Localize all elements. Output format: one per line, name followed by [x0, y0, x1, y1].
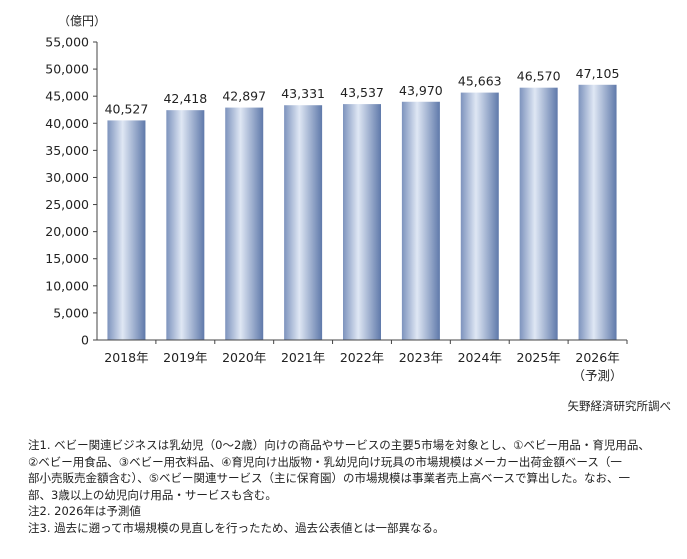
x-tick-label: 2026年 — [575, 350, 619, 365]
bar-value-label: 43,970 — [399, 83, 443, 98]
bar-value-label: 46,570 — [517, 69, 561, 84]
note-1: 注1. ベビー関連ビジネスは乳幼児（0〜2歳）向けの商品やサービスの主要5市場を… — [28, 437, 678, 503]
bars-group: 40,527 42,418 42,897 43,331 43,537 43,970 45,6… — [105, 66, 620, 341]
bar — [343, 104, 381, 341]
bar — [460, 92, 499, 340]
y-axis: 0 5,000 10,000 15,000 20,000 25,000 30,000 35,0… — [45, 35, 98, 348]
note-1-line: ②ベビー用食品、③ベビー用衣料品、④育児向け出版物・乳幼児向け玩具の市場規模はメ… — [28, 454, 622, 469]
x-axis: 2018年 2019年 2020年 2021年 2022年 2023年 2024年 2025年… — [97, 339, 628, 383]
bar-chart: （億円） 0 5,000 10,000 15,000 20,000 25,000 30,00… — [45, 14, 628, 383]
y-tick-label: 20,000 — [45, 224, 89, 239]
bar — [519, 87, 558, 341]
bar-value-label: 45,663 — [458, 74, 502, 89]
note-1-line: 部、3歳以上の幼児向け用品・サービスも含む。 — [28, 487, 277, 502]
bar-value-label: 40,527 — [105, 101, 149, 116]
x-tick-label: 2021年 — [281, 350, 325, 365]
unit-label: （億円） — [58, 14, 106, 28]
note-1-line: 注1. ベビー関連ビジネスは乳幼児（0〜2歳）向けの商品やサービスの主要5市場を… — [28, 438, 650, 452]
x-tick-label: 2018年 — [104, 350, 148, 365]
bar-value-label: 42,418 — [163, 91, 207, 106]
note-1-line: 部小売販売金額含む）、⑤ベビー関連サービス（主に保育園）の市場規模は事業者売上高… — [28, 471, 630, 485]
y-tick-label: 55,000 — [45, 35, 89, 50]
y-tick-label: 35,000 — [45, 143, 89, 158]
y-tick-label: 5,000 — [53, 305, 89, 320]
notes-block: 注1. ベビー関連ビジネスは乳幼児（0〜2歳）向けの商品やサービスの主要5市場を… — [28, 437, 678, 536]
note-2: 注2. 2026年は予測値 — [28, 504, 141, 518]
x-tick-label: 2019年 — [163, 350, 207, 365]
bar-value-label: 42,897 — [222, 89, 266, 104]
x-tick-label: 2025年 — [517, 350, 561, 365]
y-tick-label: 25,000 — [45, 197, 89, 212]
bar — [401, 101, 440, 340]
y-tick-label: 30,000 — [45, 170, 89, 185]
bar — [166, 110, 205, 340]
x-tick-sublabel: （予測） — [573, 368, 623, 383]
note-3: 注3. 過去に遡って市場規模の見直しを行ったため、過去公表値とは一部異なる。 — [28, 520, 445, 535]
y-tick-label: 40,000 — [45, 116, 89, 131]
y-tick-label: 15,000 — [45, 251, 89, 266]
y-tick-label: 0 — [81, 333, 89, 348]
bar-value-label: 47,105 — [576, 66, 620, 81]
y-tick-label: 50,000 — [45, 62, 89, 77]
source-credit: 矢野経済研究所調べ — [567, 399, 672, 413]
x-tick-label: 2020年 — [222, 350, 266, 365]
x-tick-label: 2024年 — [458, 350, 502, 365]
y-tick-label: 10,000 — [45, 278, 89, 293]
x-tick-label: 2022年 — [340, 350, 384, 365]
bar — [107, 120, 146, 340]
x-tick-label: 2023年 — [399, 350, 443, 365]
bar-value-label: 43,331 — [281, 86, 325, 101]
bar — [578, 84, 617, 340]
bar — [225, 107, 264, 340]
bar — [284, 105, 323, 340]
y-tick-label: 45,000 — [45, 89, 89, 104]
bar-value-label: 43,537 — [340, 85, 384, 100]
